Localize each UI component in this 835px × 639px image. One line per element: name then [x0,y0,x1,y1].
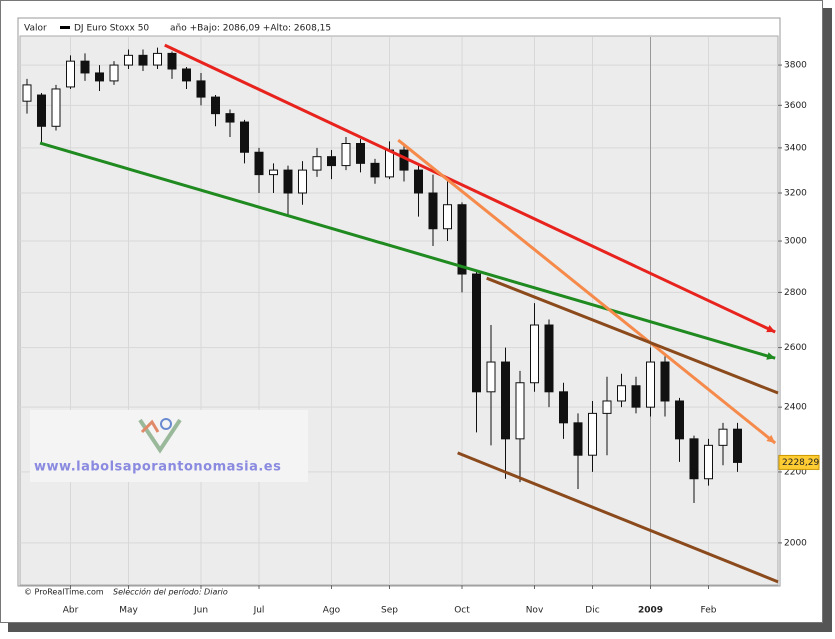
y-tick-label: 3400 [784,143,807,153]
legend-swatch [60,26,70,29]
candle-body [327,156,336,167]
x-tick-label: Nov [526,606,544,616]
candle-body [298,169,307,194]
trend-arrow [766,324,776,333]
y-tick-label: 2000 [784,538,807,548]
candle-body [443,204,452,230]
logo-shape [138,418,182,454]
footer-period: Selección del período: Diario [113,587,228,597]
candle-body [182,68,191,82]
candle-body [414,169,423,194]
candle-body [341,143,351,167]
logo-shape [140,419,160,434]
candle-body [704,444,713,480]
x-tick-label: 2009 [638,606,663,616]
candle-body [472,273,481,393]
candle-body [486,361,496,393]
candle-body [718,428,728,446]
candle-body [312,156,322,171]
candle-body [138,54,148,66]
candle-body [660,361,670,402]
candle-body [530,324,539,384]
x-tick-label: Abr [63,606,79,616]
candle-body [515,382,525,440]
candle-body [254,151,264,176]
y-tick-label: 2400 [784,403,807,413]
trend-line [164,43,776,334]
subtitle: año +Bajo: 2086,09 +Alto: 2608,15 [170,24,331,34]
x-tick-label: May [119,606,138,616]
watermark-text: www.labolsaporantonomasia.es [34,460,281,475]
candle-body [631,385,641,408]
candle-body [573,422,583,456]
y-tick-label: 2800 [784,288,807,298]
candle-body [544,324,554,393]
candle-body [588,412,597,456]
trend-arrow [766,434,776,444]
candle-body [37,94,46,127]
candle-body [689,438,699,480]
candle-body [51,88,61,127]
candle-body [675,400,684,440]
candle-body [124,54,133,66]
plot-layer [20,37,778,585]
watermark-box [30,410,308,482]
candle-body [617,385,626,402]
trend-arrow [766,352,776,360]
candle-body [95,72,104,82]
plot-area [19,35,779,586]
x-tick-label: Oct [454,606,470,616]
footer-source: © ProRealTime.com [24,588,104,597]
candle-body [602,400,612,414]
watermark-logo: www.labolsaporantonomasia.es [30,410,308,482]
x-tick-label: Sep [381,606,398,616]
candle-body [196,80,206,98]
candle-body [370,162,380,178]
candle-body [385,149,394,178]
y-tick-label: 2200 [784,467,807,477]
candle-body [80,60,90,74]
last-price-label: 2228,29 [782,458,819,468]
candle-body [646,361,655,408]
candle-body [167,52,177,70]
candle-body [733,428,742,463]
candle-body [457,204,467,275]
x-tick-label: Feb [701,606,717,616]
candle-body [283,169,293,194]
candle-body [22,84,32,102]
candle-body [240,121,249,153]
y-tick-label: 3200 [784,188,807,198]
candle-body [211,96,220,115]
candle-body [428,192,438,230]
logo-shape [160,418,172,430]
trend-line [457,451,779,584]
trend-line [486,276,779,395]
header-label: Valor [24,24,47,34]
x-tick-label: Jun [193,606,208,616]
last-price-box [778,454,820,470]
candle-body [501,361,510,440]
chart-title: DJ Euro Stoxx 50 [74,24,149,34]
candle-body [559,391,568,424]
y-tick-label: 3000 [784,237,807,247]
y-tick-label: 3800 [784,61,807,71]
x-tick-label: Dic [585,606,599,616]
x-tick-label: Jul [253,606,265,616]
candle-body [269,169,278,176]
y-tick-label: 3600 [784,101,807,111]
candle-body [356,143,365,164]
candle-body [225,113,235,123]
candle-body [66,60,75,88]
candle-body [109,64,119,82]
trend-line [39,141,776,360]
y-tick-label: 2600 [784,343,807,353]
trend-line [397,138,777,445]
x-tick-label: Ago [323,606,341,616]
candle-body [153,52,162,66]
